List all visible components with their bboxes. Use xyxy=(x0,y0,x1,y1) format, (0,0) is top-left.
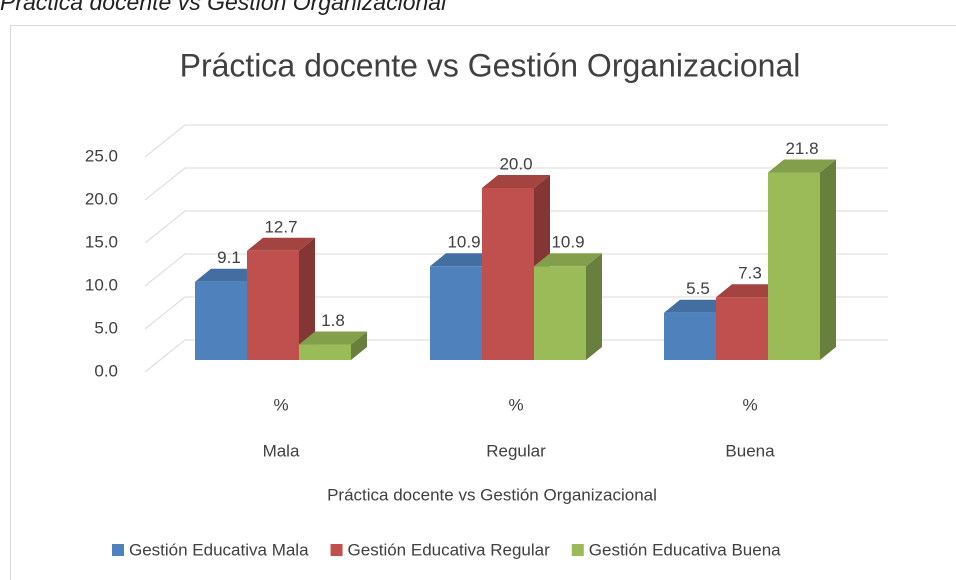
caption: Práctica docente vs Gestión Organizacion… xyxy=(0,0,447,15)
data-label: 20.0 xyxy=(499,154,532,173)
x-subcategory-label: % xyxy=(742,395,757,414)
x-tick-label: Mala xyxy=(263,441,300,460)
bar-top xyxy=(247,237,315,251)
x-subcategory-label: % xyxy=(508,395,523,414)
data-label: 10.9 xyxy=(447,233,480,252)
bar-top xyxy=(664,299,732,313)
grid-line xyxy=(144,296,888,330)
bar-top xyxy=(299,331,367,345)
bar-front xyxy=(664,312,716,360)
legend-label: Gestión Educativa Mala xyxy=(129,540,309,559)
legend-swatch xyxy=(112,544,124,556)
bar xyxy=(247,237,315,360)
data-label: 21.8 xyxy=(785,139,818,158)
bar-front xyxy=(430,266,482,360)
bar-top xyxy=(534,253,602,267)
data-label: 1.8 xyxy=(321,311,345,330)
bar-front xyxy=(534,266,586,360)
bar xyxy=(299,331,367,360)
bar-top xyxy=(195,268,263,282)
legend-swatch xyxy=(330,544,343,556)
data-label: 7.3 xyxy=(738,264,762,283)
bar-front xyxy=(716,297,768,360)
data-label: 10.9 xyxy=(551,233,584,252)
bar xyxy=(482,175,550,360)
x-axis-title: Práctica docente vs Gestión Organizacion… xyxy=(327,485,657,504)
bar xyxy=(534,253,602,360)
y-tick-label: 20.0 xyxy=(85,189,118,208)
bar-side xyxy=(820,159,836,360)
x-tick-label: Regular xyxy=(486,441,546,460)
y-tick-label: 25.0 xyxy=(85,146,118,165)
chart-title: Práctica docente vs Gestión Organizacion… xyxy=(180,47,801,83)
bar-front xyxy=(482,188,534,360)
bar-top xyxy=(768,159,836,173)
bar-front xyxy=(768,172,820,360)
legend-label: Gestión Educativa Buena xyxy=(589,540,781,559)
legend-swatch xyxy=(571,544,584,556)
y-tick-label: 5.0 xyxy=(94,318,118,337)
bar-side xyxy=(299,237,315,360)
bar-front xyxy=(299,344,351,360)
bar xyxy=(768,159,836,360)
data-label: 12.7 xyxy=(264,217,297,236)
bar-top xyxy=(430,253,498,267)
bar-side xyxy=(586,253,602,360)
grid-line xyxy=(144,339,888,373)
bar-top xyxy=(716,284,784,298)
bar-side xyxy=(351,331,367,360)
grid-line xyxy=(144,210,888,244)
grid-line xyxy=(144,253,888,287)
bar-front xyxy=(247,250,299,360)
x-tick-label: Buena xyxy=(725,441,775,460)
grid-line xyxy=(144,124,888,158)
y-tick-label: 0.0 xyxy=(94,361,118,380)
bar-front xyxy=(195,281,247,360)
legend-label: Gestión Educativa Regular xyxy=(348,540,551,559)
data-label: 5.5 xyxy=(686,279,710,298)
grid-line xyxy=(144,167,888,201)
x-subcategory-label: % xyxy=(273,395,288,414)
y-tick-label: 10.0 xyxy=(85,275,118,294)
data-label: 9.1 xyxy=(217,248,241,267)
y-tick-label: 15.0 xyxy=(85,232,118,251)
bar-top xyxy=(482,175,550,188)
